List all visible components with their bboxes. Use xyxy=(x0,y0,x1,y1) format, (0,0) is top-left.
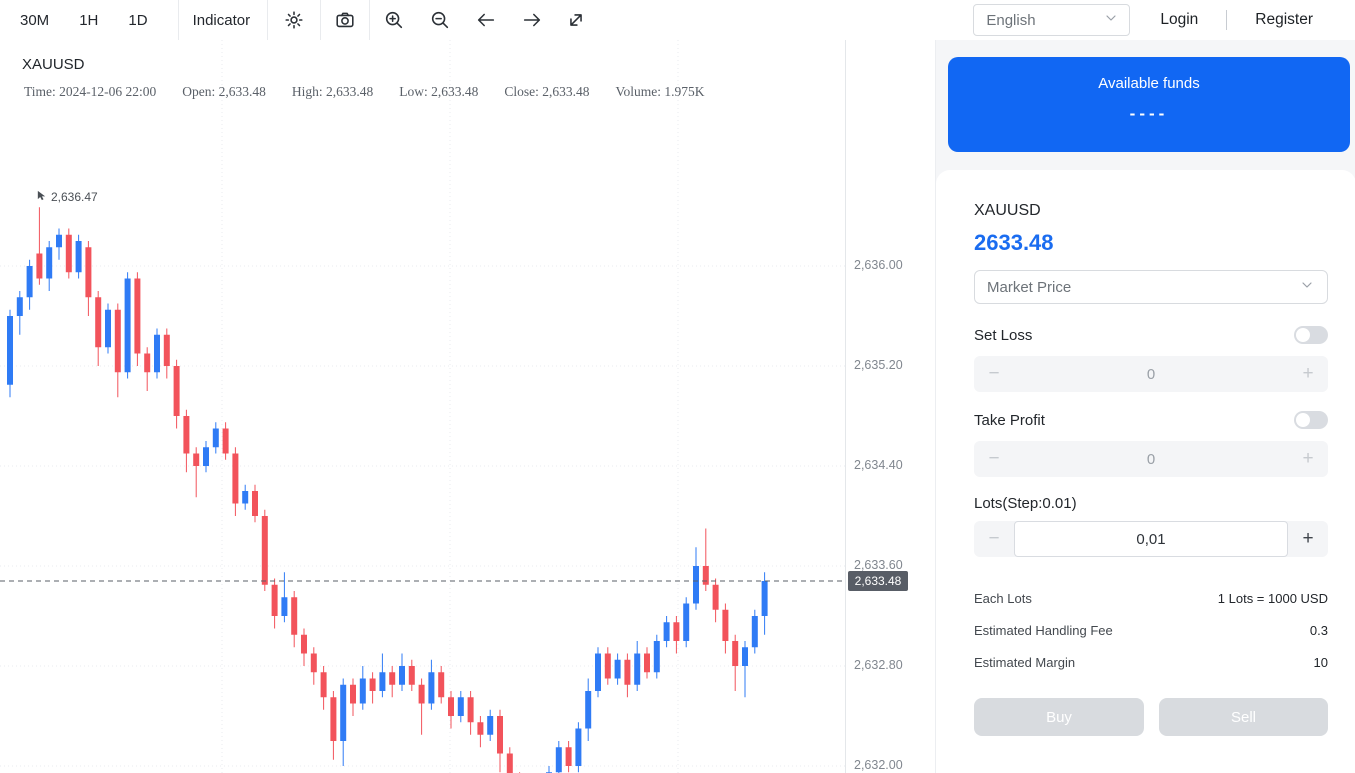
scroll-left-button[interactable] xyxy=(474,8,498,32)
set-loss-increment-button[interactable]: + xyxy=(1288,356,1328,392)
set-loss-label: Set Loss xyxy=(974,326,1033,344)
indicator-button[interactable]: Indicator xyxy=(192,11,251,29)
arrow-left-icon xyxy=(475,9,497,31)
margin-value: 10 xyxy=(1313,655,1328,670)
fullscreen-button[interactable] xyxy=(564,8,588,32)
sell-button[interactable]: Sell xyxy=(1159,698,1328,736)
buy-button[interactable]: Buy xyxy=(974,698,1144,736)
handling-fee-row: Estimated Handling Fee 0.3 xyxy=(974,623,1328,638)
register-button[interactable]: Register xyxy=(1255,11,1313,28)
ohlc-close: Close: 2,633.48 xyxy=(504,84,590,99)
axis-price-label: 2,632.80 xyxy=(854,658,903,672)
lots-label: Lots(Step:0.01) xyxy=(974,495,1077,512)
gear-icon xyxy=(283,9,305,31)
funds-title: Available funds xyxy=(1098,75,1200,92)
margin-label: Estimated Margin xyxy=(974,655,1076,670)
trade-panel: Available funds ---- XAUUSD 2633.48 Mark… xyxy=(935,40,1355,773)
axis-price-label: 2,635.20 xyxy=(854,358,903,372)
zoom-in-button[interactable] xyxy=(382,8,406,32)
auth-divider xyxy=(1226,10,1228,30)
each-lots-row: Each Lots 1 Lots = 1000 USD xyxy=(974,591,1328,606)
ohlc-volume: Volume: 1.975K xyxy=(615,84,705,99)
lots-increment-button[interactable]: + xyxy=(1288,521,1328,557)
funds-value: ---- xyxy=(1129,104,1169,123)
ohlc-low: Low: 2,633.48 xyxy=(399,84,479,99)
axis-price-label: 2,634.40 xyxy=(854,458,903,472)
toggle-knob xyxy=(1296,328,1310,342)
ohlc-time: Time: 2024-12-06 22:00 xyxy=(24,84,157,99)
candlestick-chart[interactable] xyxy=(0,40,935,773)
set-loss-stepper: − 0 + xyxy=(974,356,1328,392)
lots-stepper: − 0,01 + xyxy=(974,521,1328,557)
cursor-icon xyxy=(36,190,47,204)
toolbar-divider xyxy=(267,0,269,40)
timeframe-1d-button[interactable]: 1D xyxy=(128,11,148,29)
panel-price: 2633.48 xyxy=(974,230,1054,255)
lots-value[interactable]: 0,01 xyxy=(1014,521,1288,557)
ohlc-high: High: 2,633.48 xyxy=(291,84,374,99)
margin-row: Estimated Margin 10 xyxy=(974,655,1328,670)
chart-panel: XAUUSD Time: 2024-12-06 22:00 Open: 2,63… xyxy=(0,40,935,773)
current-price-badge: 2,633.48 xyxy=(848,571,908,591)
set-loss-value[interactable]: 0 xyxy=(1146,365,1156,383)
chevron-down-icon xyxy=(1299,277,1315,297)
chevron-down-icon xyxy=(1103,10,1119,30)
take-profit-stepper: − 0 + xyxy=(974,441,1328,477)
set-loss-toggle[interactable] xyxy=(1294,326,1328,344)
take-profit-label: Take Profit xyxy=(974,411,1045,429)
order-form: XAUUSD 2633.48 Market Price Set Loss − 0… xyxy=(936,170,1355,773)
order-type-value: Market Price xyxy=(987,278,1072,296)
handling-fee-value: 0.3 xyxy=(1309,623,1328,638)
set-loss-decrement-button[interactable]: − xyxy=(974,356,1014,392)
language-value: English xyxy=(986,11,1036,29)
panel-symbol: XAUUSD xyxy=(974,202,1041,219)
toolbar-divider xyxy=(369,0,371,40)
axis-price-label: 2,636.00 xyxy=(854,258,903,272)
take-profit-decrement-button[interactable]: − xyxy=(974,441,1014,477)
zoom-out-button[interactable] xyxy=(428,8,452,32)
take-profit-row: Take Profit xyxy=(974,410,1328,430)
login-button[interactable]: Login xyxy=(1160,11,1199,28)
axis-price-label: 2,632.00 xyxy=(854,758,903,772)
zoom-in-icon xyxy=(383,9,405,31)
timeframe-30m-button[interactable]: 30M xyxy=(20,11,50,29)
lots-decrement-button[interactable]: − xyxy=(974,521,1014,557)
camera-icon xyxy=(334,9,356,31)
axis-price-label: 2,633.60 xyxy=(854,558,903,572)
arrow-right-icon xyxy=(521,9,543,31)
toggle-knob xyxy=(1296,413,1310,427)
take-profit-value[interactable]: 0 xyxy=(1146,450,1156,468)
scroll-right-button[interactable] xyxy=(520,8,544,32)
chart-symbol-title: XAUUSD xyxy=(22,56,85,73)
available-funds-card: Available funds ---- xyxy=(948,57,1350,152)
price-annotation: 2,636.47 xyxy=(36,190,98,204)
ohlc-open: Open: 2,633.48 xyxy=(182,84,266,99)
settings-button[interactable] xyxy=(282,8,306,32)
toolbar-divider xyxy=(177,0,179,40)
ohlc-info: Time: 2024-12-06 22:00 Open: 2,633.48 Hi… xyxy=(24,84,705,100)
account-bar: English Login Register xyxy=(973,4,1313,36)
order-type-select[interactable]: Market Price xyxy=(974,270,1328,304)
toolbar-divider xyxy=(320,0,322,40)
language-select[interactable]: English xyxy=(973,4,1131,36)
set-loss-row: Set Loss xyxy=(974,325,1328,345)
take-profit-toggle[interactable] xyxy=(1294,411,1328,429)
screenshot-button[interactable] xyxy=(333,8,357,32)
timeframe-1h-button[interactable]: 1H xyxy=(79,11,99,29)
each-lots-value: 1 Lots = 1000 USD xyxy=(1217,591,1328,606)
price-axis[interactable]: 2,633.48 2,636.00 2,635.20 2,634.40 2,633.6… xyxy=(845,40,935,773)
each-lots-label: Each Lots xyxy=(974,591,1032,606)
expand-icon xyxy=(565,9,587,31)
top-toolbar: 30M 1H 1D Indicator xyxy=(0,0,1355,40)
handling-fee-label: Estimated Handling Fee xyxy=(974,623,1113,638)
zoom-out-icon xyxy=(429,9,451,31)
take-profit-increment-button[interactable]: + xyxy=(1288,441,1328,477)
annotation-price: 2,636.47 xyxy=(51,190,98,204)
